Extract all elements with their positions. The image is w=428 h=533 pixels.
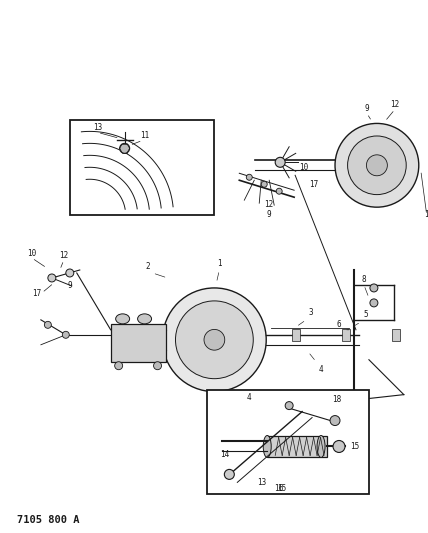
Text: 8: 8: [362, 276, 366, 285]
Bar: [342, 329, 350, 341]
Ellipse shape: [366, 155, 387, 176]
Ellipse shape: [163, 288, 266, 392]
Circle shape: [224, 470, 234, 479]
Text: 9: 9: [267, 210, 271, 219]
Text: 17: 17: [32, 289, 42, 298]
Circle shape: [120, 143, 130, 154]
Circle shape: [370, 299, 378, 307]
Circle shape: [285, 401, 293, 409]
Bar: [111, 324, 166, 362]
Text: 3: 3: [309, 309, 313, 317]
Text: 15: 15: [277, 484, 287, 493]
Ellipse shape: [317, 435, 325, 457]
Text: 6: 6: [337, 320, 341, 329]
Circle shape: [66, 269, 74, 277]
Text: 16: 16: [275, 484, 284, 493]
Ellipse shape: [263, 435, 271, 457]
Ellipse shape: [348, 136, 406, 195]
Ellipse shape: [204, 329, 225, 350]
Ellipse shape: [335, 124, 419, 207]
Bar: [70, 120, 214, 215]
Text: 12: 12: [265, 200, 274, 209]
Bar: [392, 329, 400, 341]
Circle shape: [330, 416, 340, 425]
Text: 9: 9: [365, 104, 369, 114]
Text: 1: 1: [425, 210, 428, 219]
Text: 7105 800 A: 7105 800 A: [17, 515, 80, 525]
Circle shape: [115, 362, 123, 370]
Text: 9: 9: [68, 281, 72, 290]
Circle shape: [333, 440, 345, 453]
Text: 5: 5: [364, 310, 368, 319]
Bar: [166, 330, 220, 352]
Circle shape: [48, 274, 56, 282]
Text: 4: 4: [319, 365, 324, 374]
Text: 10: 10: [27, 249, 36, 258]
Circle shape: [62, 332, 69, 338]
Text: 17: 17: [309, 180, 319, 189]
Bar: [208, 390, 369, 494]
Text: 10: 10: [300, 163, 309, 172]
Text: 1: 1: [217, 259, 222, 268]
Circle shape: [370, 284, 378, 292]
Text: 13: 13: [93, 124, 102, 132]
Circle shape: [276, 188, 282, 194]
Circle shape: [275, 157, 285, 167]
Circle shape: [261, 181, 267, 187]
Circle shape: [246, 174, 252, 180]
Circle shape: [45, 321, 51, 328]
Ellipse shape: [137, 314, 152, 324]
Text: 14: 14: [220, 450, 229, 459]
Text: 11: 11: [140, 131, 149, 140]
Text: 4: 4: [247, 393, 252, 402]
Bar: [292, 329, 300, 341]
Ellipse shape: [116, 314, 130, 324]
Text: 12: 12: [59, 251, 68, 260]
Bar: [267, 435, 327, 457]
Text: 12: 12: [390, 100, 399, 109]
Text: 15: 15: [351, 442, 360, 451]
Text: 18: 18: [333, 395, 342, 404]
Text: 2: 2: [145, 262, 150, 271]
Text: 13: 13: [258, 478, 267, 487]
Circle shape: [154, 362, 161, 370]
Ellipse shape: [175, 301, 253, 378]
